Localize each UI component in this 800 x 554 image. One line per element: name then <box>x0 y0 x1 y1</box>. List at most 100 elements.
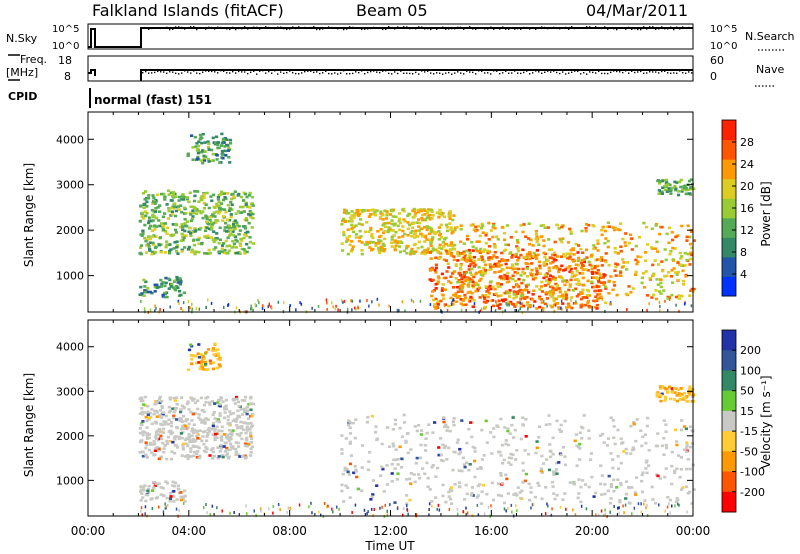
echo-cell <box>235 423 239 427</box>
echo-cell <box>246 417 251 420</box>
echo-cell <box>676 261 680 264</box>
echo-cell <box>142 217 146 220</box>
echo-cell <box>626 261 630 264</box>
echo-cell <box>216 418 220 421</box>
echo-cell <box>511 253 515 257</box>
echo-cell <box>514 255 518 258</box>
echo-cell <box>371 236 375 240</box>
echo-cell <box>512 493 516 496</box>
echo-cell <box>199 150 204 154</box>
echo-cell <box>443 288 447 291</box>
echo-cell <box>550 289 555 292</box>
echo-cell <box>597 272 601 276</box>
echo-cell <box>245 436 249 440</box>
echo-cell <box>664 178 668 182</box>
trace-dot <box>400 70 402 72</box>
colorbar-segment <box>722 178 736 199</box>
echo-cell <box>665 274 669 278</box>
echo-cell <box>386 509 388 513</box>
echo-cell <box>394 231 398 234</box>
echo-cell <box>511 277 515 281</box>
echo-cell <box>245 438 249 442</box>
echo-cell <box>213 438 217 442</box>
echo-cell <box>179 498 183 502</box>
echo-cell <box>581 264 585 268</box>
echo-cell <box>173 408 177 412</box>
colorbar-segment <box>722 471 736 493</box>
echo-cell <box>449 254 453 257</box>
echo-cell <box>577 256 581 260</box>
echo-cell <box>648 302 650 306</box>
echo-cell <box>462 250 466 254</box>
echo-cell <box>584 268 588 271</box>
echo-cell <box>449 243 453 247</box>
echo-cell <box>439 453 443 457</box>
echo-cell <box>534 451 538 455</box>
echo-cell <box>606 489 610 493</box>
echo-cell <box>396 224 400 228</box>
echo-cell <box>258 301 260 305</box>
echo-cell <box>183 438 188 442</box>
echo-cell <box>235 221 239 224</box>
echo-cell <box>233 190 237 193</box>
echo-cell <box>519 274 523 277</box>
echo-cell <box>444 276 448 280</box>
echo-cell <box>574 513 577 517</box>
echo-cell <box>342 300 344 304</box>
echo-cell <box>599 464 603 467</box>
echo-cell <box>507 456 511 460</box>
echo-cell <box>657 192 661 195</box>
echo-cell <box>226 456 231 460</box>
echo-cell <box>201 408 205 412</box>
echo-cell <box>417 210 421 214</box>
echo-cell <box>480 222 484 226</box>
echo-cell <box>233 511 235 514</box>
trace-dot <box>346 28 348 30</box>
trace-dot <box>280 26 282 28</box>
echo-cell <box>424 437 428 440</box>
echo-cell <box>374 242 378 245</box>
echo-cell <box>478 234 482 238</box>
echo-cell <box>199 159 203 162</box>
echo-cell <box>663 475 667 479</box>
echo-cell <box>560 225 564 229</box>
echo-cell <box>169 495 173 498</box>
echo-cell <box>510 263 515 266</box>
echo-cell <box>688 263 692 266</box>
echo-cell <box>599 274 603 277</box>
echo-cell <box>439 223 443 227</box>
echo-cell <box>222 198 226 202</box>
echo-cell <box>489 280 493 283</box>
echo-cell <box>396 457 400 461</box>
echo-cell <box>654 297 659 301</box>
echo-cell <box>452 298 455 302</box>
echo-cell <box>147 418 151 421</box>
echo-cell <box>195 452 199 456</box>
echo-cell <box>576 445 580 449</box>
echo-cell <box>347 423 351 427</box>
echo-cell <box>540 471 544 474</box>
echo-cell <box>664 258 668 262</box>
echo-cell <box>681 486 685 489</box>
echo-cell <box>452 423 456 427</box>
echo-cell <box>201 132 205 136</box>
echo-cell <box>572 253 576 256</box>
echo-cell <box>197 361 201 364</box>
y-tick-label: 4000 <box>56 133 84 146</box>
echo-cell <box>678 398 682 401</box>
echo-cell <box>420 252 424 255</box>
echo-cell <box>180 248 184 252</box>
trace-dot <box>361 28 363 31</box>
echo-cell <box>564 297 568 301</box>
echo-cell <box>503 426 507 429</box>
echo-cell <box>674 504 676 508</box>
trace-dot <box>307 70 309 72</box>
trace-dot <box>598 27 600 30</box>
echo-cell <box>439 252 443 255</box>
trace-dot <box>349 72 351 75</box>
echo-cell <box>530 272 534 276</box>
echo-cell <box>443 303 447 306</box>
echo-cell <box>607 263 611 267</box>
echo-cell <box>234 453 238 456</box>
echo-cell <box>488 245 492 248</box>
